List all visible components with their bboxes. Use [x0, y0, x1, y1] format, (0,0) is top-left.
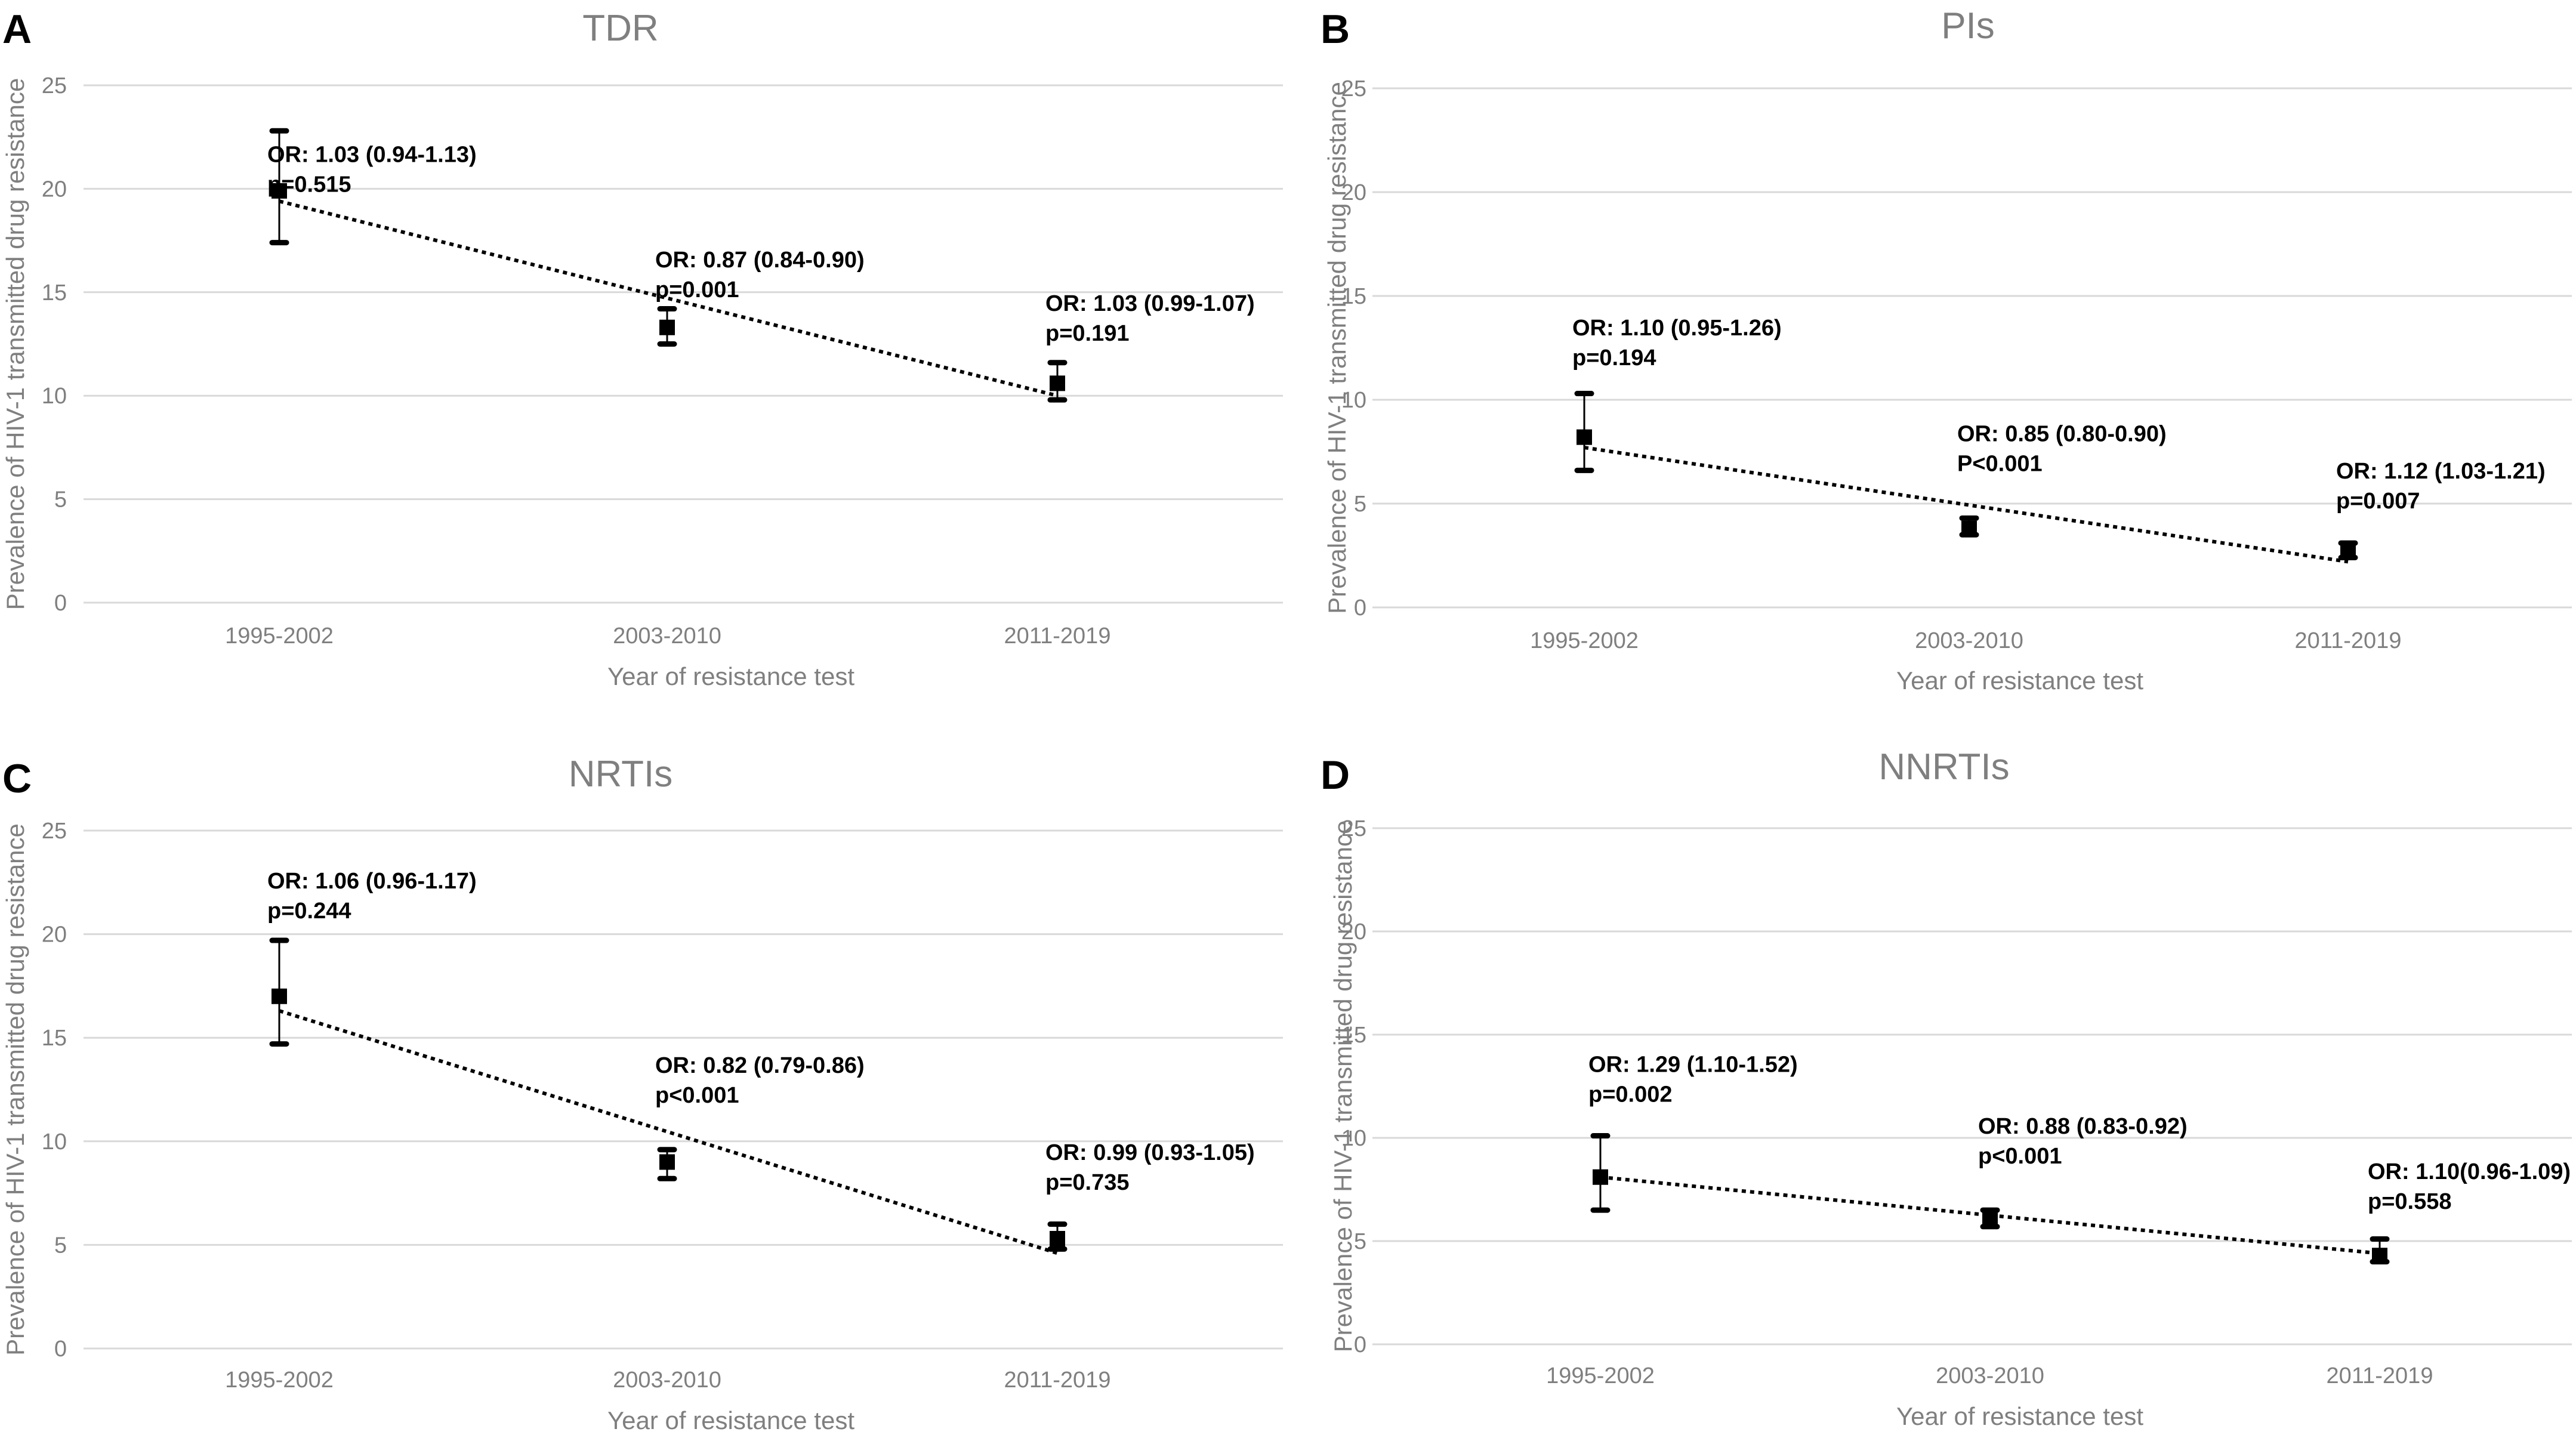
data-point — [272, 988, 287, 1004]
y-tick-label: 0 — [1354, 1332, 1366, 1357]
annotation-or: OR: 1.03 (0.99-1.07) — [1045, 291, 1255, 316]
x-tick-label: 1995-2002 — [1546, 1363, 1655, 1388]
annotation-p: p=0.001 — [655, 277, 739, 303]
panel-letter: A — [2, 7, 32, 52]
annotation-p: p=0.194 — [1572, 345, 1656, 371]
y-tick-label: 5 — [1354, 492, 1366, 517]
y-tick-label: 10 — [42, 384, 67, 409]
x-axis-title: Year of resistance test — [607, 662, 854, 690]
annotation-p: p=0.007 — [2336, 489, 2420, 514]
annotation-p: P<0.001 — [1957, 452, 2043, 477]
trendline — [279, 199, 1058, 398]
x-tick-label: 2003-2010 — [613, 1368, 721, 1393]
y-tick-label: 10 — [1341, 388, 1366, 413]
annotation-or: OR: 1.10 (0.95-1.26) — [1572, 316, 1782, 341]
chart-title: TDR — [582, 8, 658, 49]
annotation-or: OR: 0.87 (0.84-0.90) — [655, 248, 865, 273]
annotation-p: p=0.515 — [267, 172, 351, 197]
x-tick-label: 2003-2010 — [1936, 1363, 2044, 1388]
annotation-p: p=0.244 — [267, 899, 351, 924]
trendline — [1600, 1175, 2380, 1255]
annotation-p: p=0.191 — [1045, 321, 1130, 346]
x-tick-label: 2003-2010 — [613, 624, 721, 649]
annotation-or: OR: 1.03 (0.94-1.13) — [267, 142, 477, 167]
x-axis-title: Year of resistance test — [1896, 666, 2143, 695]
x-axis-title: Year of resistance test — [1896, 1402, 2143, 1430]
x-axis-title: Year of resistance test — [607, 1406, 854, 1434]
x-tick-label: 2011-2019 — [2295, 628, 2402, 653]
annotation-p: p=0.558 — [2368, 1189, 2452, 1214]
y-tick-label: 25 — [1341, 816, 1366, 841]
y-tick-label: 5 — [54, 487, 67, 513]
y-tick-label: 20 — [1341, 180, 1366, 205]
data-point — [1577, 429, 1592, 445]
annotation-or: OR: 1.29 (1.10-1.52) — [1588, 1052, 1798, 1077]
y-tick-label: 20 — [42, 922, 67, 948]
y-tick-label: 0 — [54, 591, 67, 616]
y-tick-label: 25 — [42, 73, 67, 98]
x-tick-label: 1995-2002 — [225, 1368, 334, 1393]
annotation-or: OR: 0.99 (0.93-1.05) — [1045, 1140, 1255, 1165]
y-tick-label: 25 — [42, 819, 67, 844]
chart-panel-c: C NRTIs 0 5 10 15 20 25 Prevalence of HIV-1 tran… — [1, 754, 1283, 1434]
chart-panel-a: A TDR 0 5 10 15 20 25 Prevalence of HIV-1 transm… — [1, 7, 1283, 690]
annotation-p: p<0.001 — [1978, 1144, 2062, 1169]
x-tick-label: 1995-2002 — [1530, 628, 1639, 653]
data-point — [272, 183, 287, 199]
x-tick-label: 2003-2010 — [1915, 628, 2023, 653]
data-point — [659, 1154, 675, 1170]
y-tick-label: 5 — [1354, 1229, 1366, 1254]
panel-letter: B — [1321, 7, 1350, 52]
y-tick-label: 15 — [1341, 284, 1366, 309]
chart-title: NRTIs — [569, 754, 673, 795]
annotation-or: OR: 0.82 (0.79-0.86) — [655, 1053, 865, 1078]
annotation-p: p=0.002 — [1588, 1082, 1673, 1107]
y-tick-label: 25 — [1341, 76, 1366, 101]
trendline — [279, 1009, 1058, 1255]
data-point — [1982, 1212, 1998, 1229]
data-point — [659, 319, 675, 335]
annotation-p: p<0.001 — [655, 1083, 739, 1108]
y-tick-label: 10 — [1341, 1126, 1366, 1151]
x-tick-label: 2011-2019 — [2327, 1363, 2433, 1388]
y-tick-label: 20 — [1341, 919, 1366, 945]
y-tick-label: 15 — [42, 1026, 67, 1051]
y-tick-label: 0 — [54, 1337, 67, 1362]
annotation-p: p=0.735 — [1045, 1170, 1130, 1195]
y-axis-title: Prevalence of HIV-1 transmitted drug res… — [1, 78, 29, 610]
chart-title: PIs — [1941, 5, 1995, 47]
x-tick-label: 1995-2002 — [225, 624, 334, 649]
y-tick-label: 0 — [1354, 595, 1366, 621]
data-point — [1050, 1230, 1065, 1246]
y-tick-label: 10 — [42, 1130, 67, 1155]
x-tick-label: 2011-2019 — [1004, 624, 1111, 649]
y-axis-title: Prevalence of HIV-1 transmitted drug res… — [1329, 820, 1357, 1353]
y-tick-label: 20 — [42, 177, 67, 202]
y-tick-label: 15 — [42, 280, 67, 305]
annotation-or: OR: 1.10(0.96-1.09) — [2368, 1159, 2571, 1184]
data-point — [2372, 1248, 2387, 1264]
annotation-or: OR: 0.85 (0.80-0.90) — [1957, 422, 2167, 447]
y-axis-title: Prevalence of HIV-1 transmitted drug res… — [1323, 82, 1351, 614]
y-tick-label: 15 — [1341, 1023, 1366, 1048]
x-tick-label: 2011-2019 — [1004, 1368, 1111, 1393]
data-point — [1961, 520, 1977, 536]
annotation-or: OR: 1.12 (1.03-1.21) — [2336, 459, 2546, 484]
chart-title: NNRTIs — [1878, 746, 2009, 788]
y-axis-title: Prevalence of HIV-1 transmitted drug res… — [1, 823, 29, 1356]
annotation-or: OR: 1.06 (0.96-1.17) — [267, 869, 477, 894]
data-point — [1593, 1169, 1608, 1185]
data-point — [1050, 375, 1065, 391]
panel-letter: C — [2, 756, 32, 801]
annotation-or: OR: 0.88 (0.83-0.92) — [1978, 1114, 2188, 1139]
data-point — [2340, 544, 2356, 560]
panel-letter: D — [1321, 752, 1350, 798]
y-tick-label: 5 — [54, 1233, 67, 1258]
trendline — [1584, 446, 2349, 564]
